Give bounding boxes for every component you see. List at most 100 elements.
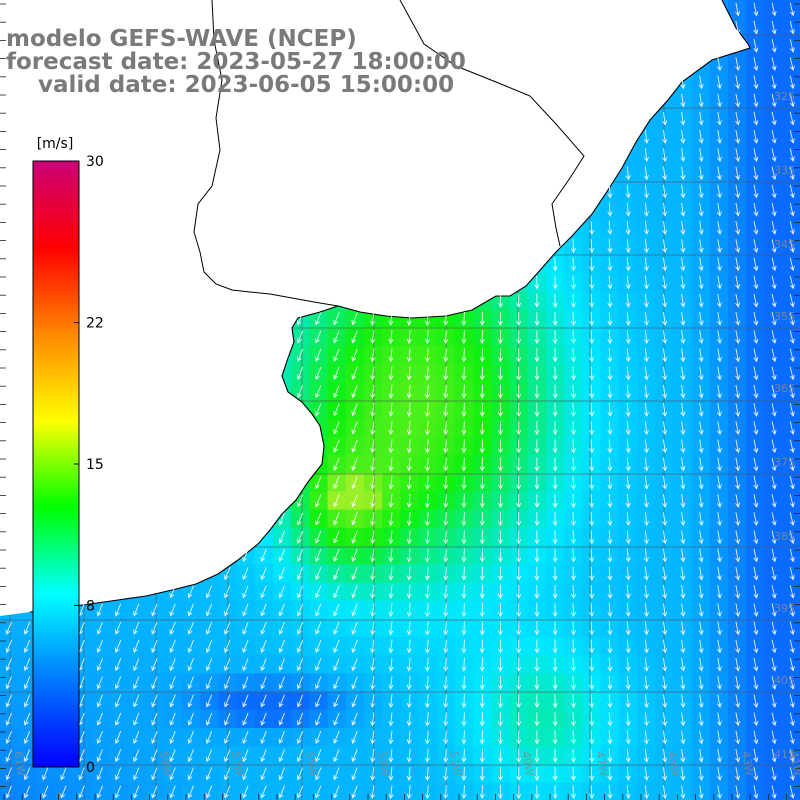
wind-arrow (698, 494, 704, 508)
wind-arrow (570, 548, 577, 563)
wind-arrow (789, 39, 795, 53)
wind-arrow (534, 512, 540, 527)
wind-arrow (296, 385, 304, 399)
wind-arrow (698, 293, 704, 308)
wind-speed-cell (782, 364, 800, 383)
wind-arrow (698, 475, 704, 490)
wind-arrow (443, 330, 449, 345)
wind-arrow (570, 566, 577, 581)
wind-arrow (388, 584, 394, 599)
wind-arrow (607, 421, 613, 436)
wind-arrow (735, 512, 741, 527)
wind-speed-cell (782, 728, 800, 747)
wind-arrow (680, 221, 686, 235)
wind-speed-cell (782, 418, 800, 438)
wind-arrow (698, 530, 704, 545)
wind-arrow (370, 548, 376, 563)
wind-arrow (570, 493, 577, 508)
wind-arrow (461, 311, 467, 326)
wind-arrow (461, 402, 467, 417)
wind-arrow (333, 476, 340, 490)
wind-arrow (771, 257, 777, 272)
wind-arrow (351, 403, 358, 417)
wind-arrow (789, 457, 795, 472)
wind-arrow (643, 566, 649, 581)
wind-arrow (625, 366, 631, 381)
wind-arrow (625, 603, 631, 618)
wind-arrow (789, 384, 795, 399)
wind-arrow (351, 312, 358, 326)
wind-arrow (771, 75, 777, 90)
wind-arrow (716, 366, 722, 381)
wind-arrow (698, 148, 704, 163)
wind-arrow (589, 366, 595, 381)
wind-arrow (570, 457, 577, 472)
wind-arrow (607, 402, 613, 417)
wind-arrow (662, 403, 668, 417)
wind-arrow (789, 20, 795, 35)
wind-arrow (424, 493, 430, 508)
wind-arrow (625, 530, 631, 545)
wind-arrow (607, 512, 613, 527)
wind-arrow (643, 384, 649, 399)
wind-arrow (625, 566, 631, 581)
wind-arrow (406, 530, 412, 545)
wind-arrow (716, 221, 722, 235)
wind-arrow (607, 348, 613, 363)
wind-arrow (607, 257, 613, 272)
colorbar-ticks: 30 22 15 8 0 (86, 154, 104, 776)
wind-arrow (187, 603, 194, 617)
wind-arrow (735, 585, 741, 599)
wind-arrow (133, 621, 140, 635)
wind-arrow (370, 530, 376, 545)
wind-arrow (534, 493, 540, 508)
wind-arrow (552, 475, 558, 490)
wind-arrow (698, 512, 704, 527)
wind-arrow (242, 548, 249, 562)
wind-arrow (552, 439, 558, 454)
wind-arrow (680, 457, 686, 472)
wind-arrow (607, 293, 613, 308)
wind-arrow (643, 293, 649, 308)
wind-arrow (771, 512, 777, 526)
wind-arrow (643, 603, 649, 618)
wind-arrow (552, 366, 558, 381)
wind-arrow (771, 184, 777, 199)
wind-arrow (589, 293, 595, 308)
wind-arrow (516, 348, 522, 363)
wind-arrow (96, 603, 103, 617)
wind-speed-cell (782, 582, 800, 602)
wind-arrow (607, 475, 613, 490)
wind-arrow (698, 421, 704, 436)
wind-arrow (424, 421, 430, 436)
wind-arrow (662, 585, 668, 599)
wind-arrow (443, 311, 449, 326)
wind-speed-cell (782, 673, 800, 693)
wind-arrow (260, 548, 267, 562)
wind-arrow (735, 475, 741, 490)
wind-arrow (716, 421, 722, 436)
wind-arrow (370, 512, 376, 527)
wind-arrow (662, 421, 668, 436)
wind-speed-cell (782, 72, 800, 92)
wind-arrow (625, 439, 631, 454)
wind-arrow (662, 603, 668, 618)
border-line (399, 0, 585, 247)
wind-arrow (698, 457, 704, 472)
wind-speed-cell (782, 54, 800, 74)
wind-arrow (333, 548, 340, 562)
wind-arrow (388, 475, 394, 490)
wind-arrow (333, 366, 340, 380)
border-line (203, 271, 339, 307)
wind-speed-cell (782, 564, 800, 583)
wind-arrow (643, 366, 649, 381)
wind-arrow (552, 402, 558, 417)
wind-arrow (151, 603, 158, 617)
wind-arrow (224, 567, 231, 581)
wind-arrow (698, 111, 704, 126)
wind-arrow (570, 402, 577, 417)
wind-arrow (351, 366, 358, 380)
wind-arrow (625, 348, 631, 363)
wind-arrow (424, 584, 430, 599)
